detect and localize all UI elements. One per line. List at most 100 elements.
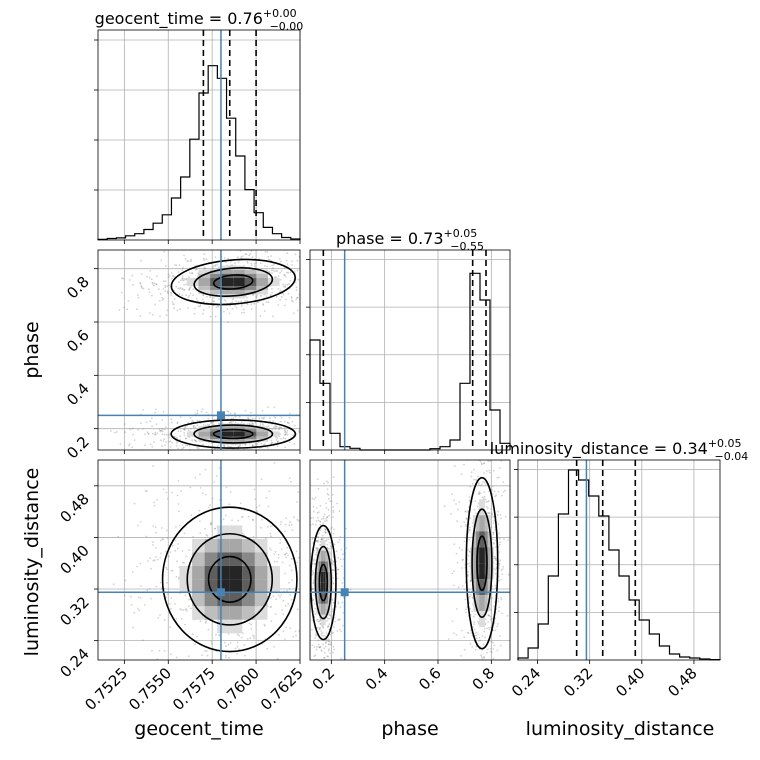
- sample-point: [206, 423, 209, 426]
- sample-point: [474, 666, 476, 668]
- sample-point: [203, 259, 206, 261]
- sample-point: [191, 272, 194, 275]
- sample-point: [499, 559, 502, 562]
- density-cell: [242, 538, 255, 553]
- sample-point: [177, 287, 180, 290]
- sample-point: [165, 426, 167, 428]
- sample-point: [320, 538, 323, 541]
- sample-point: [256, 443, 258, 446]
- panel-title-luminosity_distance: luminosity_distance = 0.34+0.05 −0.04: [490, 437, 749, 463]
- sample-point: [190, 514, 193, 517]
- sample-point: [317, 547, 319, 550]
- density-cell: [192, 552, 205, 566]
- sample-point: [258, 715, 260, 717]
- sample-point: [469, 485, 471, 488]
- sample-point: [190, 607, 192, 610]
- sample-point: [209, 522, 212, 525]
- sample-point: [341, 582, 344, 584]
- sample-point: [346, 638, 348, 640]
- sample-point: [204, 267, 207, 270]
- sample-point: [494, 557, 496, 560]
- y-tick-label: 0.4: [63, 379, 93, 409]
- sample-point: [178, 264, 181, 267]
- sample-point: [477, 482, 480, 484]
- sample-point: [193, 672, 195, 674]
- sample-point: [469, 526, 471, 529]
- sample-point: [321, 631, 324, 634]
- sample-point: [341, 565, 344, 567]
- sample-point: [207, 628, 210, 631]
- sample-point: [494, 572, 497, 575]
- sample-point: [223, 445, 226, 447]
- sample-point: [333, 626, 335, 628]
- sample-point: [332, 569, 334, 571]
- sample-point: [152, 432, 154, 435]
- sample-point: [468, 694, 470, 696]
- sample-point: [282, 630, 285, 633]
- sample-point: [267, 258, 270, 261]
- sample-point: [465, 608, 468, 611]
- sample-point: [123, 423, 126, 426]
- sample-point: [488, 512, 491, 515]
- sample-point: [296, 269, 299, 272]
- sample-point: [154, 433, 157, 436]
- sample-point: [179, 608, 182, 610]
- sample-point: [480, 458, 482, 460]
- sample-point: [301, 276, 303, 278]
- sample-point: [271, 291, 273, 294]
- sample-point: [143, 433, 146, 436]
- sample-point: [478, 483, 480, 486]
- sample-point: [489, 713, 491, 715]
- density-cell: [479, 547, 482, 564]
- sample-point: [237, 301, 240, 303]
- sample-point: [211, 447, 214, 450]
- sample-point: [168, 440, 171, 443]
- sample-point: [263, 623, 266, 626]
- sample-point: [189, 292, 192, 295]
- sample-point: [151, 425, 154, 428]
- sample-point: [161, 445, 163, 447]
- sample-point: [197, 442, 199, 444]
- sample-point: [483, 462, 486, 465]
- sample-point: [188, 549, 191, 551]
- sample-point: [287, 554, 289, 557]
- sample-point: [316, 512, 319, 514]
- density-cell: [484, 515, 488, 532]
- sample-point: [480, 461, 482, 463]
- sample-point: [202, 312, 204, 315]
- sample-point: [491, 512, 493, 515]
- sample-point: [316, 478, 319, 481]
- x-tick-label: 0.24: [508, 664, 544, 700]
- sample-point: [477, 475, 479, 478]
- x-tick-label: 0.2: [309, 664, 339, 694]
- sample-point: [117, 535, 120, 538]
- sample-point: [318, 304, 320, 306]
- sample-point: [183, 278, 186, 280]
- sample-point: [166, 529, 168, 532]
- sample-point: [184, 426, 186, 429]
- sample-point: [474, 500, 477, 502]
- sample-point: [202, 492, 204, 494]
- sample-point: [479, 392, 481, 394]
- sample-point: [249, 637, 252, 639]
- sample-point: [192, 633, 194, 636]
- sample-point: [320, 630, 322, 632]
- sample-point: [492, 533, 495, 536]
- sample-point: [322, 515, 325, 518]
- sample-point: [175, 617, 178, 620]
- sample-point: [224, 656, 227, 659]
- sample-point: [167, 276, 170, 279]
- sample-point: [447, 663, 449, 665]
- sample-point: [498, 537, 501, 540]
- sample-point: [305, 434, 307, 436]
- sample-point: [196, 635, 199, 638]
- sample-point: [167, 273, 170, 276]
- sample-point: [464, 598, 467, 601]
- sample-point: [210, 223, 212, 225]
- sample-point: [262, 417, 265, 420]
- sample-point: [160, 527, 163, 529]
- sample-point: [460, 654, 463, 657]
- sample-point: [191, 419, 194, 422]
- sample-point: [181, 288, 184, 290]
- sample-point: [201, 654, 204, 657]
